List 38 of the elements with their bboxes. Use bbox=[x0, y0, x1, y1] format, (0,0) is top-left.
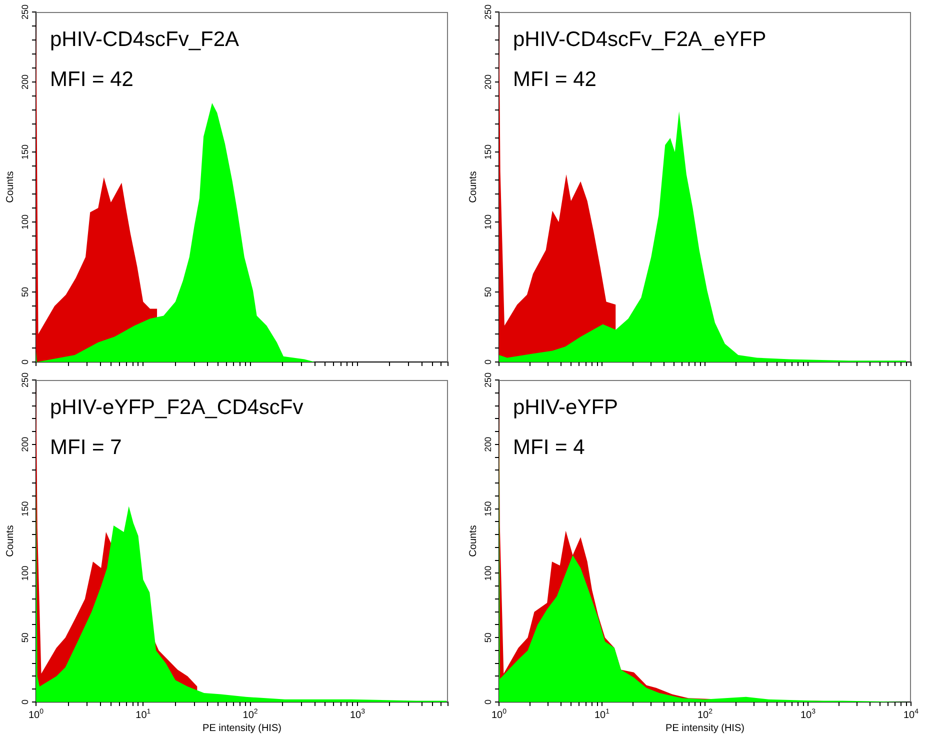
y-tick-label: 150 bbox=[20, 144, 30, 160]
y-tick-label: 100 bbox=[482, 566, 493, 581]
y-tick-label: 50 bbox=[20, 286, 30, 298]
y-tick-label: 200 bbox=[482, 74, 493, 90]
annotation: MFI = 7 bbox=[50, 436, 122, 459]
y-axis-title: Counts bbox=[4, 171, 16, 203]
y-tick-label: 0 bbox=[482, 699, 493, 705]
y-tick-label: 100 bbox=[482, 214, 493, 230]
y-tick-label: 200 bbox=[482, 436, 493, 452]
y-tick-label: 250 bbox=[482, 372, 493, 388]
annotation: pHIV-CD4scFv_F2A bbox=[50, 28, 240, 51]
x-axis-title: PE intensity (HIS) bbox=[666, 722, 744, 734]
y-axis-title: Counts bbox=[468, 525, 479, 557]
annotation: pHIV-eYFP bbox=[513, 396, 618, 419]
y-tick-label: 50 bbox=[20, 632, 30, 643]
y-tick-label: 50 bbox=[482, 632, 493, 643]
y-axis-title: Counts bbox=[4, 525, 16, 557]
y-tick-label: 250 bbox=[20, 372, 30, 388]
y-tick-label: 100 bbox=[20, 566, 30, 581]
y-tick-label: 0 bbox=[482, 359, 493, 365]
y-tick-label: 100 bbox=[20, 214, 30, 230]
annotation: MFI = 42 bbox=[50, 68, 134, 91]
annotation: MFI = 42 bbox=[513, 68, 596, 91]
annotation: MFI = 4 bbox=[513, 436, 586, 459]
y-tick-label: 150 bbox=[20, 501, 30, 516]
x-axis-title: PE intensity (HIS) bbox=[202, 722, 282, 734]
y-tick-label: 150 bbox=[482, 501, 493, 516]
y-tick-label: 150 bbox=[482, 144, 493, 160]
y-tick-label: 200 bbox=[20, 436, 30, 452]
y-tick-label: 0 bbox=[20, 699, 30, 705]
y-axis-title: Counts bbox=[468, 171, 479, 203]
y-tick-label: 50 bbox=[482, 286, 493, 298]
annotation: pHIV-eYFP_F2A_CD4scFv bbox=[50, 396, 304, 419]
annotation: pHIV-CD4scFv_F2A_eYFP bbox=[513, 28, 766, 51]
y-tick-label: 250 bbox=[20, 4, 30, 20]
y-tick-label: 0 bbox=[20, 359, 30, 365]
y-tick-label: 200 bbox=[20, 74, 30, 90]
y-tick-label: 250 bbox=[482, 4, 493, 20]
